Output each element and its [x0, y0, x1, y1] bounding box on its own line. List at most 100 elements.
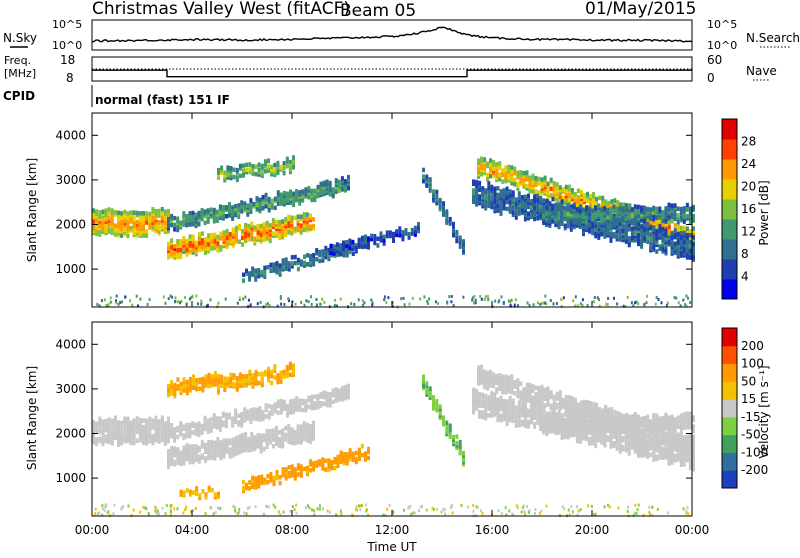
data-cell — [628, 449, 631, 454]
data-cell — [289, 194, 292, 199]
data-cell — [652, 453, 655, 458]
data-cell — [231, 205, 234, 210]
data-cell — [494, 300, 496, 303]
data-cell — [263, 478, 266, 483]
data-cell — [376, 237, 379, 242]
data-cell — [570, 227, 573, 232]
data-cell — [646, 295, 648, 298]
data-cell — [309, 224, 312, 229]
data-cell — [164, 209, 167, 214]
data-cell — [542, 209, 545, 214]
data-cell — [442, 208, 445, 213]
data-cell — [536, 194, 539, 199]
data-cell — [513, 182, 516, 187]
data-cell — [262, 410, 265, 415]
data-cell — [643, 219, 646, 224]
data-cell — [646, 239, 649, 244]
data-cell — [355, 457, 358, 462]
data-cell — [272, 433, 275, 438]
data-cell — [223, 230, 226, 235]
data-cell — [516, 389, 519, 394]
data-cell — [248, 167, 251, 172]
data-cell — [640, 238, 643, 243]
data-cell — [556, 403, 559, 408]
data-cell — [521, 195, 524, 200]
data-cell — [683, 247, 686, 252]
data-cell — [527, 205, 530, 210]
data-cell — [248, 486, 251, 491]
data-cell — [516, 182, 519, 187]
data-cell — [455, 239, 458, 244]
data-cell — [509, 300, 511, 303]
data-cell — [284, 433, 287, 438]
data-cell — [300, 215, 303, 220]
data-cell — [561, 204, 564, 209]
noise-panel: N.Sky 10^5 10^0 10^5 10^0 N.Search — [3, 18, 800, 52]
data-cell — [242, 486, 245, 491]
data-cell — [311, 303, 313, 306]
data-cell — [280, 165, 283, 170]
data-cell — [613, 297, 615, 300]
data-cell — [649, 441, 652, 446]
data-cell — [524, 217, 527, 222]
data-cell — [664, 206, 667, 211]
data-cell — [130, 210, 133, 215]
data-cell — [612, 204, 615, 209]
data-cell — [598, 407, 601, 412]
data-cell — [484, 195, 487, 200]
data-cell — [668, 450, 671, 455]
data-cell — [658, 455, 661, 460]
data-cell — [201, 384, 204, 389]
data-cell — [367, 237, 370, 242]
data-cell — [435, 194, 438, 199]
data-cell — [487, 395, 490, 400]
data-cell — [213, 441, 216, 446]
data-cell — [210, 233, 213, 238]
data-cell — [213, 233, 216, 238]
data-cell — [513, 178, 516, 183]
data-cell — [478, 410, 481, 415]
data-cell — [207, 423, 210, 428]
data-cell — [512, 190, 515, 195]
data-cell — [287, 424, 290, 429]
data-cell — [248, 480, 251, 485]
data-cell — [205, 381, 208, 386]
data-cell — [556, 182, 559, 187]
data-cell — [637, 205, 640, 210]
data-cell — [239, 372, 242, 377]
data-cell — [481, 399, 484, 404]
data-cell — [108, 417, 111, 422]
data-cell — [564, 224, 567, 229]
data-cell — [286, 404, 289, 409]
data-cell — [570, 208, 573, 213]
data-cell — [655, 207, 658, 212]
data-cell — [266, 442, 269, 447]
data-cell — [142, 441, 145, 446]
data-cell — [616, 235, 619, 240]
data-cell — [432, 395, 435, 400]
data-cell — [551, 207, 554, 212]
data-cell — [155, 416, 158, 421]
data-cell — [607, 201, 610, 206]
data-cell — [258, 167, 261, 172]
data-cell — [689, 207, 692, 212]
data-cell — [201, 231, 204, 236]
data-cell — [147, 303, 149, 306]
data-cell — [315, 460, 318, 465]
data-cell — [108, 227, 111, 232]
colorbar-tick-label: 24 — [741, 157, 756, 171]
data-cell — [145, 211, 148, 216]
data-cell — [161, 431, 164, 436]
data-cell — [422, 168, 425, 173]
data-cell — [297, 226, 300, 231]
data-cell — [452, 222, 455, 227]
data-cell — [243, 201, 246, 206]
data-cell — [272, 231, 275, 236]
data-cell — [529, 176, 532, 181]
data-cell — [145, 419, 148, 424]
data-cell — [535, 183, 538, 188]
data-cell — [658, 437, 661, 442]
data-cell — [213, 239, 216, 244]
data-cell — [637, 209, 640, 214]
data-cell — [110, 297, 112, 300]
